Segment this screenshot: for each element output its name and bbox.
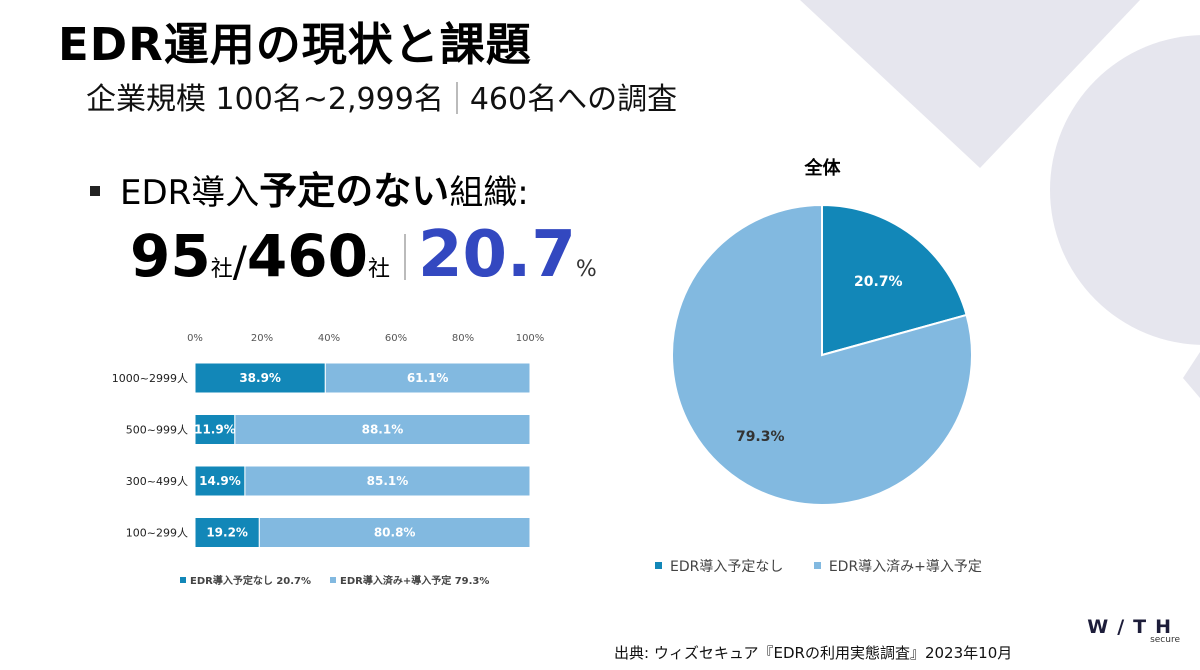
bar-segment-no-plan [194,362,326,394]
page-subtitle: 企業規模 100名~2,999名 460名への調査 [86,74,677,118]
source-citation: 出典: ウィズセキュア『EDRの利用実態調査』2023年10月 [614,644,1013,662]
pie-chart-title: 全体 [804,158,841,179]
bar-legend-swatch [330,577,336,583]
pie-legend-swatch [655,562,662,569]
category-label: 300~499人 [126,475,188,488]
highlight-prefix: EDR導入 [120,173,260,213]
pie-chart: 20.7% 79.3% [671,203,973,506]
decor-corner [1183,352,1200,398]
highlight-stats: 95社/460社 20.7% [130,218,597,298]
pie-legend-label: EDR導入済み+導入予定 [828,559,982,575]
bar-data-label: 85.1% [367,474,409,488]
category-label: 100~299人 [126,527,188,540]
category-label: 1000~2999人 [112,372,188,385]
x-tick-label: 20% [251,333,273,344]
stat-count: 95 [130,222,211,290]
pie-legend-item: EDR導入予定なし [655,556,783,576]
highlight-heading: EDR導入予定のない組織: [90,160,529,215]
bar-segment-adopted [234,414,531,445]
bar-segment-adopted [324,362,531,394]
pie-data-label: 20.7% [854,274,903,290]
highlight-suffix: 組織: [449,173,529,213]
x-tick-label: 60% [385,333,407,344]
stat-percent-unit: % [575,257,597,282]
x-tick-label: 0% [187,333,203,344]
bar-data-label: 19.2% [206,526,248,540]
stat-total: 460 [246,222,368,290]
pie-slice-adopted [671,203,973,506]
pie-legend-swatch [813,562,821,569]
subtitle-respondents: 460名への調査 [469,82,678,117]
bar-segment-adopted [258,517,531,548]
stat-percent: 20.7 [417,218,576,292]
bar-segment-no-plan [194,414,236,445]
bullet-square-icon [90,186,100,196]
x-tick-label: 100% [516,333,545,344]
decor-circle [1050,35,1200,345]
x-tick-label: 80% [452,333,474,344]
stat-slash: / [232,237,247,286]
bar-segment-no-plan [194,517,260,548]
bar-legend-swatch [180,577,186,583]
pie-slice-no-plan [821,203,968,357]
bar-data-label: 88.1% [362,423,404,437]
logo-subtext: secure [1150,635,1180,645]
bar-data-label: 11.9% [194,423,236,437]
bar-data-label: 61.1% [407,371,449,385]
pie-legend: EDR導入予定なし EDR導入済み+導入予定 [655,556,1008,576]
bar-data-label: 38.9% [239,371,281,385]
bar-data-label: 14.9% [199,474,241,488]
pie-legend-label: EDR導入予定なし [670,559,784,575]
stat-total-unit: 社 [367,257,390,282]
decor-triangle [800,0,1140,168]
x-tick-label: 40% [318,333,340,344]
pie-data-label: 79.3% [736,429,785,445]
highlight-emphasis: 予定のない [259,169,450,213]
subtitle-scope: 企業規模 100名~2,999名 [86,82,444,117]
bar-legend-label: EDR導入予定なし 20.7% [190,574,311,587]
withsecure-logo: W/TH secure [1060,616,1180,645]
logo-wordmark: W/TH [1087,616,1180,638]
stat-count-unit: 社 [210,257,233,282]
subtitle-divider [455,82,458,114]
page-title: EDR運用の現状と課題 [58,18,532,71]
bar-segment-adopted [244,465,531,497]
bar-legend-label: EDR導入済み+導入予定 79.3% [340,574,489,587]
stat-divider [403,234,406,280]
stacked-bar-chart: 0% 20% 40% 60% 80% 100% 1000~2999人 38.9% 61.1% 50… [112,333,545,587]
category-label: 500~999人 [126,424,188,437]
bar-data-label: 80.8% [374,526,416,540]
pie-legend-item: EDR導入済み+導入予定 [813,556,982,576]
